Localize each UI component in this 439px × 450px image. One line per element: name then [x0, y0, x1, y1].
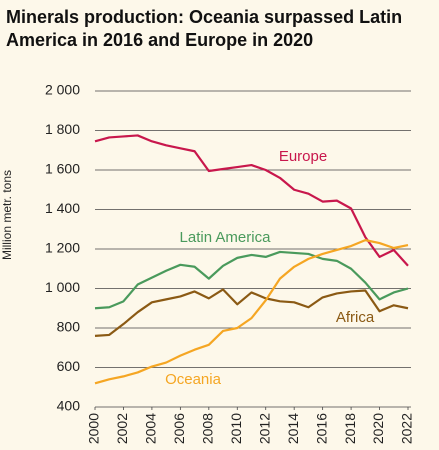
x-tick-label: 2020 — [370, 413, 386, 444]
x-tick-label: 2018 — [342, 413, 358, 444]
y-tick-label: 400 — [57, 398, 81, 414]
series-label: Europe — [279, 148, 327, 165]
series-label: Oceania — [165, 371, 222, 388]
x-tick-label: 2008 — [200, 413, 216, 444]
y-tick-label: 1 800 — [45, 121, 80, 137]
x-tick-label: 2022 — [399, 413, 415, 444]
x-tick-label: 2014 — [285, 413, 301, 444]
y-tick-label: 800 — [57, 319, 81, 335]
x-tick-label: 2010 — [228, 413, 244, 444]
series-line — [94, 134, 409, 267]
y-tick-label: 1 000 — [45, 279, 80, 295]
y-tick-label: 1 200 — [45, 240, 80, 256]
x-tick-label: 2006 — [171, 413, 187, 444]
series-line — [94, 239, 409, 385]
series-label: Latin America — [180, 229, 272, 246]
x-tick-label: 2012 — [256, 413, 272, 444]
x-tick-label: 2002 — [114, 413, 130, 444]
series-label: Africa — [336, 309, 375, 326]
series-line — [94, 288, 409, 337]
chart-title: Minerals production: Oceania surpassed L… — [6, 7, 403, 50]
x-tick-label: 2000 — [86, 413, 102, 444]
y-axis-label: Million metr. tons — [0, 170, 14, 260]
y-tick-label: 1 400 — [45, 200, 80, 216]
series-line — [94, 250, 409, 310]
y-tick-label: 600 — [57, 358, 81, 374]
x-tick-label: 2004 — [143, 413, 159, 444]
x-tick-label: 2016 — [313, 413, 329, 444]
y-tick-label: 1 600 — [45, 161, 80, 177]
y-tick-label: 2 000 — [45, 82, 80, 98]
